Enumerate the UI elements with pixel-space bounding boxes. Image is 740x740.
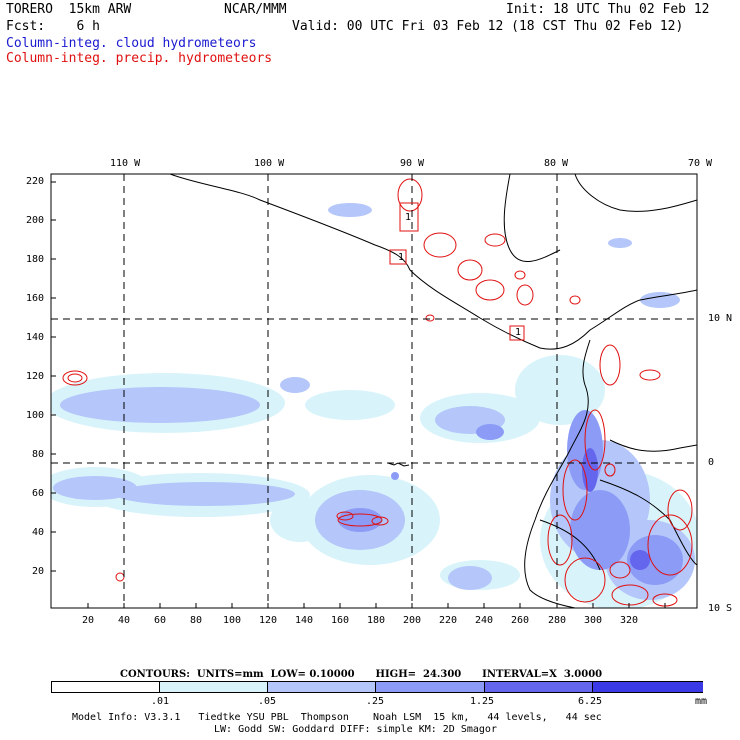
x-tick-label: 280 <box>548 615 567 626</box>
x-tick-label: 180 <box>367 615 386 626</box>
x-tick-label: 80 <box>190 615 203 626</box>
colorbar-segment <box>267 682 376 692</box>
nest-box-label: 1 <box>398 252 405 263</box>
y-tick-label: 60 <box>32 488 45 499</box>
x-tick-label: 240 <box>475 615 494 626</box>
y-tick-label: 20 <box>32 566 45 577</box>
x-tick-label: 60 <box>154 615 167 626</box>
y-tick-label: 120 <box>26 371 45 382</box>
x-tick-label: 120 <box>259 615 278 626</box>
nest-boxes <box>389 202 525 341</box>
org-label: NCAR/MMM <box>224 2 287 17</box>
y-tick-label: 100 <box>26 410 45 421</box>
lon-label: 110 W <box>110 158 141 169</box>
colorbar-units: mm <box>695 696 708 707</box>
lat-label: 10 N <box>708 313 733 324</box>
nest-box-label: 1 <box>405 212 412 223</box>
colorbar-segment <box>159 682 268 692</box>
contour-info: CONTOURS: UNITS=mm LOW= 0.10000 HIGH= 24… <box>120 669 603 680</box>
x-tick-label: 140 <box>295 615 314 626</box>
y-tick-label: 80 <box>32 449 45 460</box>
x-tick-label: 320 <box>620 615 639 626</box>
init-time: Init: 18 UTC Thu 02 Feb 12 <box>506 2 710 17</box>
model-title: TORERO 15km ARW <box>6 2 132 17</box>
model-info: Model Info: V3.3.1 Tiedtke YSU PBL Thomp… <box>72 712 602 723</box>
x-tick-label: 160 <box>331 615 350 626</box>
coastlines <box>169 174 697 608</box>
lon-label: 100 W <box>254 158 285 169</box>
y-tick-label: 40 <box>32 527 45 538</box>
colorbar-level: .05 <box>258 696 277 707</box>
x-tick-label: 300 <box>584 615 603 626</box>
model-physics: LW: Godd SW: Goddard DIFF: simple KM: 2D… <box>214 724 497 735</box>
nest-box-label: 1 <box>515 327 522 338</box>
lon-label: 80 W <box>544 158 569 169</box>
axis-ticks <box>51 181 666 608</box>
x-tick-label: 40 <box>118 615 131 626</box>
plot-frame <box>50 173 698 609</box>
x-tick-label: 100 <box>223 615 242 626</box>
map-fields <box>51 174 697 608</box>
y-tick-label: 140 <box>26 332 45 343</box>
x-tick-label: 200 <box>403 615 422 626</box>
y-tick-label: 200 <box>26 215 45 226</box>
graticule <box>51 174 697 608</box>
y-tick-label: 180 <box>26 254 45 265</box>
x-tick-label: 20 <box>82 615 95 626</box>
lon-label: 70 W <box>688 158 713 169</box>
y-tick-label: 220 <box>26 176 45 187</box>
valid-time: Valid: 00 UTC Fri 03 Feb 12 (18 CST Thu … <box>292 19 684 34</box>
forecast-hour: Fcst: 6 h <box>6 19 100 34</box>
lat-label: 10 S <box>708 603 733 614</box>
precip-contours <box>62 178 693 607</box>
colorbar-segment <box>484 682 593 692</box>
y-tick-label: 160 <box>26 293 45 304</box>
colorbar-segment <box>375 682 485 692</box>
colorbar-level: .25 <box>366 696 385 707</box>
lon-label: 90 W <box>400 158 425 169</box>
colorbar-segment <box>52 682 159 692</box>
colorbar-level: 1.25 <box>470 696 495 707</box>
field-precip-label: Column-integ. precip. hydrometeors <box>6 51 273 66</box>
lat-label: 0 <box>708 457 715 468</box>
colorbar-level: .01 <box>151 696 170 707</box>
field-cloud-label: Column-integ. cloud hydrometeors <box>6 36 257 51</box>
colorbar-level: 6.25 <box>578 696 603 707</box>
x-tick-label: 260 <box>511 615 530 626</box>
x-tick-label: 220 <box>439 615 458 626</box>
colorbar-segment <box>592 682 703 692</box>
colorbar <box>51 681 703 693</box>
